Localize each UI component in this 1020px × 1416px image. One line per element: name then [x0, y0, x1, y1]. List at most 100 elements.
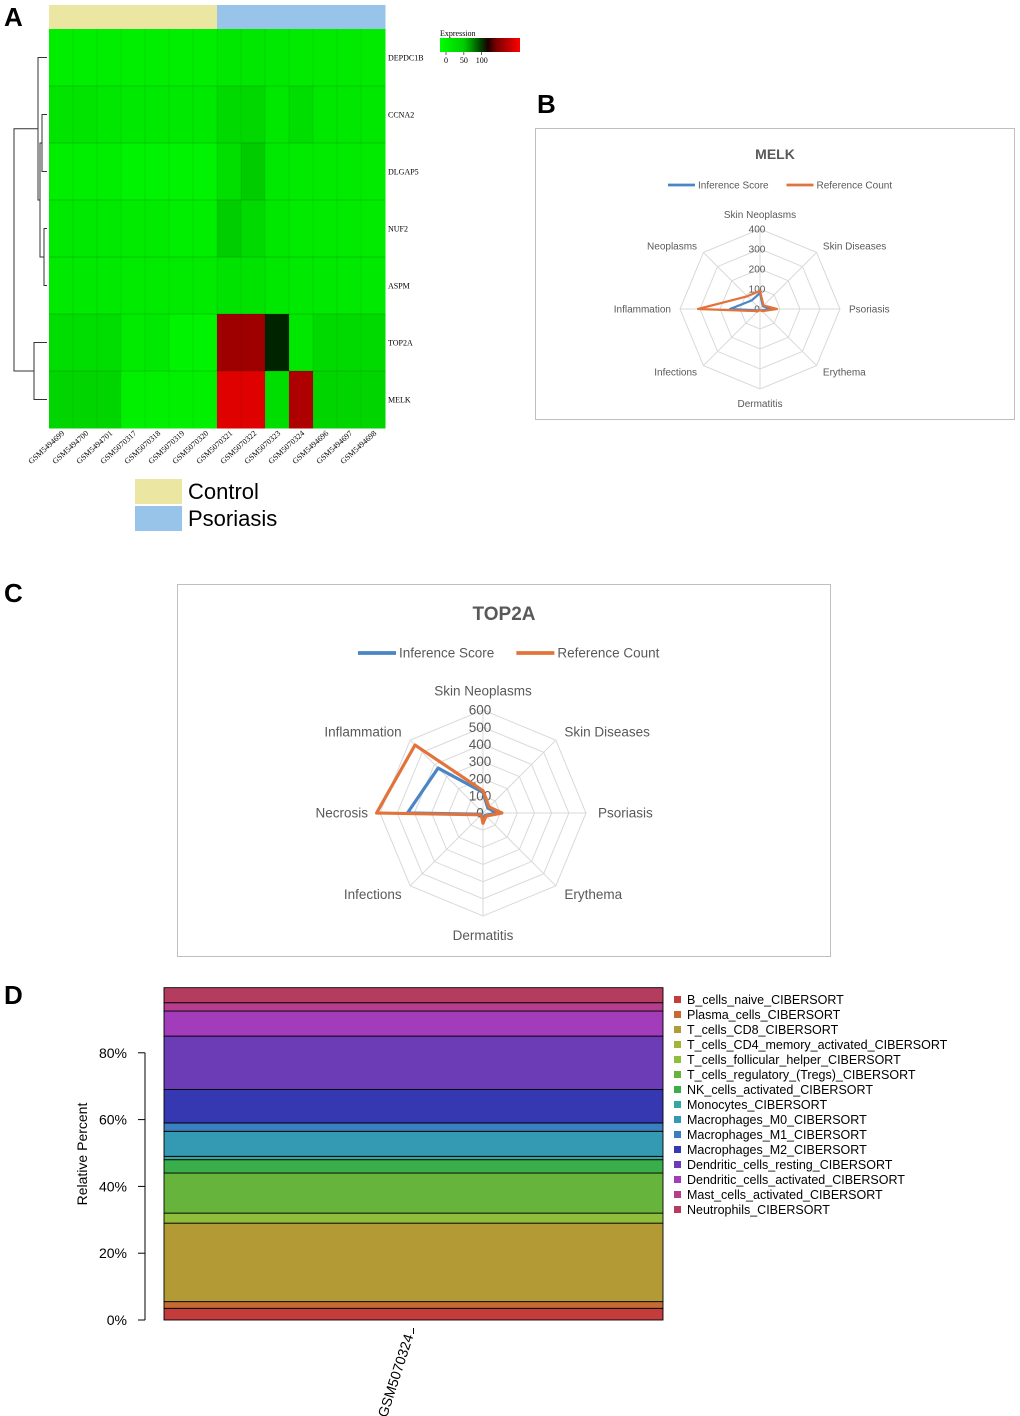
group-bar-cell	[241, 5, 266, 29]
legend-swatch-macrophages-m1-cibersort	[674, 1131, 681, 1138]
legend-label-reference-count: Reference Count	[557, 646, 659, 661]
radar-axis-label-inflammation: Inflammation	[324, 724, 401, 739]
legend-swatch-macrophages-m2-cibersort	[674, 1146, 681, 1153]
group-bar-cell	[361, 5, 386, 29]
group-bar-cell	[193, 5, 218, 29]
heatmap-cell	[169, 257, 194, 315]
radar-axis-label-psoriasis: Psoriasis	[598, 806, 653, 821]
heatmap-cell	[121, 314, 146, 372]
legend-label-macrophages-m1-cibersort: Macrophages_M1_CIBERSORT	[687, 1128, 867, 1142]
heatmap-cell	[241, 143, 266, 201]
radar-spoke	[409, 739, 484, 814]
stacked-segment-macrophages-m1-cibersort	[163, 1122, 664, 1132]
legend-swatch-t-cells-follicular-helper-cibersort	[674, 1056, 681, 1063]
heatmap-cell	[73, 86, 98, 144]
radar-tick-label: 500	[469, 720, 492, 735]
group-bar-cell	[169, 5, 194, 29]
radar-tick-label: 600	[469, 703, 492, 718]
color-key-bar	[440, 38, 520, 52]
heatmap-cell	[97, 314, 122, 372]
radar-tick-label: 400	[749, 225, 766, 236]
heatmap-cell	[49, 200, 74, 258]
heatmap-cell	[337, 86, 362, 144]
radar-title: TOP2A	[472, 604, 535, 625]
panel-label-b: B	[537, 89, 556, 119]
stacked-segment-dendritic-cells-activated-cibersort	[163, 1010, 664, 1037]
heatmap-cell	[217, 200, 242, 258]
color-key-tick-label: 50	[460, 56, 468, 65]
radar-tick-label: 400	[469, 737, 492, 752]
heatmap-cell	[265, 200, 290, 258]
heatmap-cell	[97, 371, 122, 429]
heatmap-cell	[121, 200, 146, 258]
heatmap-cell	[169, 143, 194, 201]
heatmap-cell	[337, 143, 362, 201]
heatmap-cell	[169, 29, 194, 87]
group-legend-swatch-psoriasis	[135, 506, 182, 531]
y-tick-label: 0%	[107, 1312, 127, 1328]
radar-axis-label-erythema: Erythema	[564, 887, 622, 902]
legend-label-dendritic-cells-resting-cibersort: Dendritic_cells_resting_CIBERSORT	[687, 1158, 893, 1172]
heatmap-cell	[289, 200, 314, 258]
color-key-tick-label: 0	[444, 56, 448, 65]
radar-spoke	[759, 308, 817, 366]
heatmap-cell	[337, 200, 362, 258]
row-label-melk: MELK	[388, 396, 411, 405]
group-legend-label-control: Control	[188, 479, 259, 504]
heatmap-cell	[217, 257, 242, 315]
heatmap-cell	[289, 371, 314, 429]
stacked-segment-nk-cells-activated-cibersort	[163, 1159, 664, 1174]
x-tick-label-gsm5070324: GSM5070324	[374, 1332, 416, 1416]
legend-label-t-cells-cd8-cibersort: T_cells_CD8_CIBERSORT	[687, 1023, 839, 1037]
heatmap-cell	[337, 314, 362, 372]
heatmap-cell	[337, 29, 362, 87]
heatmap-cell	[145, 143, 170, 201]
heatmap-cell	[97, 29, 122, 87]
heatmap-cell	[169, 86, 194, 144]
heatmap-cell	[49, 257, 74, 315]
stacked-segment-t-cells-follicular-helper-cibersort	[163, 1212, 664, 1224]
group-bar-cell	[313, 5, 338, 29]
heatmap-cell	[265, 314, 290, 372]
stacked-segment-macrophages-m2-cibersort	[163, 1089, 664, 1124]
radar-tick-label: 200	[469, 771, 492, 786]
legend-label-plasma-cells-cibersort: Plasma_cells_CIBERSORT	[687, 1008, 841, 1022]
y-tick-label: 60%	[99, 1112, 127, 1128]
radar-spoke	[409, 812, 484, 887]
radar-series-reference-count	[696, 289, 779, 313]
legend-label-t-cells-cd4-memory-activated-cibersort: T_cells_CD4_memory_activated_CIBERSORT	[687, 1038, 948, 1052]
heatmap-cell	[337, 257, 362, 315]
radar-spoke	[703, 308, 761, 366]
radar-axis-label-inflammation: Inflammation	[614, 305, 671, 316]
heatmap-cell	[241, 29, 266, 87]
radar-tick-label: 300	[749, 245, 766, 256]
stacked-segment-monocytes-cibersort	[163, 1155, 664, 1161]
heatmap-cell	[313, 257, 338, 315]
heatmap-cell	[73, 257, 98, 315]
legend-label-mast-cells-activated-cibersort: Mast_cells_activated_CIBERSORT	[687, 1188, 883, 1202]
heatmap-cell	[49, 29, 74, 87]
heatmap-cell	[217, 371, 242, 429]
heatmap-cell	[193, 314, 218, 372]
legend-label-inference-score: Inference Score	[399, 646, 494, 661]
y-tick-label: 40%	[99, 1178, 127, 1194]
heatmap-cell	[193, 200, 218, 258]
heatmap-cell	[313, 86, 338, 144]
heatmap-cell	[241, 200, 266, 258]
stacked-segment-dendritic-cells-resting-cibersort	[163, 1035, 664, 1090]
panel-label-d: D	[4, 980, 23, 1010]
radar-axis-label-skin-diseases: Skin Diseases	[823, 242, 886, 253]
heatmap-cell	[217, 29, 242, 87]
legend-label-neutrophils-cibersort: Neutrophils_CIBERSORT	[687, 1203, 830, 1217]
heatmap-cell	[145, 86, 170, 144]
heatmap-cell	[145, 29, 170, 87]
legend-label-dendritic-cells-activated-cibersort: Dendritic_cells_activated_CIBERSORT	[687, 1173, 905, 1187]
group-bar-cell	[97, 5, 122, 29]
row-label-ccna2: CCNA2	[388, 111, 414, 120]
heatmap-cell	[361, 371, 386, 429]
radar-axis-label-skin-neoplasms: Skin Neoplasms	[724, 210, 796, 221]
heatmap-cell	[337, 371, 362, 429]
heatmap-cell	[193, 29, 218, 87]
group-bar-cell	[265, 5, 290, 29]
heatmap-cell	[97, 86, 122, 144]
